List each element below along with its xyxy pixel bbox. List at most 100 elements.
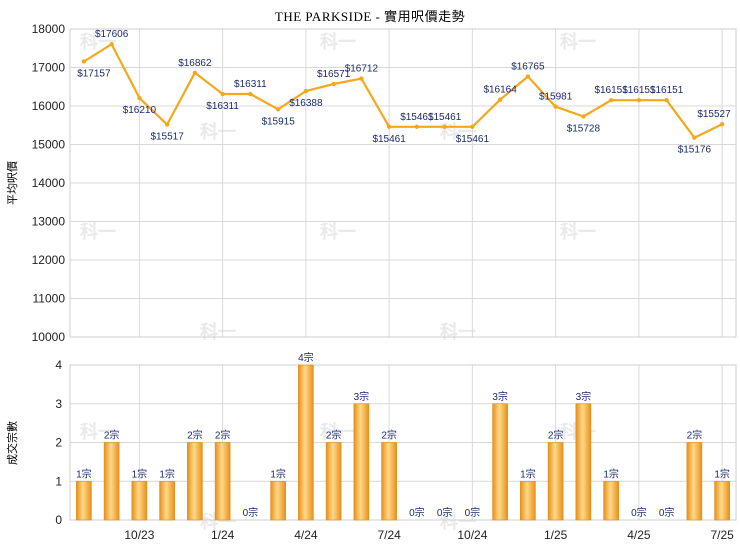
x-tick-label: 10/23 (124, 528, 154, 542)
price-data-label: $16311 (234, 79, 267, 90)
price-data-label: $16164 (483, 85, 517, 96)
volume-bar (603, 480, 619, 521)
price-data-label: $16388 (289, 98, 323, 109)
price-series-line (83, 43, 723, 139)
watermark-text: 科一 (560, 221, 596, 242)
volume-data-label: 1宗 (76, 467, 92, 480)
volume-bar (353, 403, 370, 521)
price-point (636, 97, 642, 103)
price-point (109, 41, 114, 47)
volume-data-label: 2宗 (548, 429, 564, 442)
volume-data-label: 3宗 (354, 390, 370, 403)
volume-bar (547, 442, 564, 521)
price-tick-label: 10000 (32, 330, 66, 344)
price-tick-label: 18000 (32, 22, 66, 36)
price-data-label: $17157 (77, 68, 111, 79)
price-point (497, 97, 503, 102)
volume-tick-label: 1 (55, 474, 62, 488)
volume-data-label: 2宗 (381, 429, 397, 442)
price-data-label: $16311 (206, 101, 239, 112)
volume-data-label: 3宗 (576, 390, 592, 403)
volume-data-label: 1宗 (159, 467, 175, 480)
price-data-label: $15461 (400, 112, 434, 123)
volume-bar (214, 442, 231, 521)
volume-bar (492, 403, 508, 521)
volume-data-label: 2宗 (687, 429, 703, 442)
price-point (359, 76, 364, 81)
volume-data-label: 0宗 (243, 506, 259, 519)
x-tick-label: 7/24 (377, 528, 401, 542)
volume-bar (159, 480, 175, 521)
volume-data-label: 2宗 (326, 429, 342, 442)
price-axis-label: 平均呎價 (5, 161, 19, 205)
watermark-text: 科一 (320, 221, 356, 242)
volume-tick-label: 0 (55, 513, 62, 527)
price-data-label: $15461 (428, 112, 462, 123)
volume-data-label: 0宗 (631, 506, 647, 519)
x-tick-label: 7/25 (710, 528, 734, 542)
volume-bar (686, 442, 703, 521)
price-point (414, 124, 420, 129)
price-tick-label: 17000 (32, 61, 66, 75)
volume-data-label: 2宗 (104, 429, 120, 442)
watermark-text: 科一 (320, 31, 356, 52)
volume-data-label: 2宗 (215, 429, 231, 442)
volume-data-label: 1宗 (714, 467, 730, 480)
price-point (525, 74, 531, 79)
price-point (137, 95, 142, 101)
volume-bar (187, 442, 203, 521)
volume-axis-label: 成交宗數 (5, 421, 19, 465)
volume-data-label: 0宗 (465, 506, 481, 519)
price-point (386, 124, 392, 129)
watermark-text: 科一 (80, 421, 116, 442)
price-point (692, 135, 697, 140)
price-data-label: $17606 (95, 29, 129, 40)
x-tick-label: 1/24 (211, 528, 235, 542)
price-data-label: $16862 (178, 58, 212, 69)
x-tick-label: 4/25 (627, 528, 651, 542)
watermark-text: 科一 (320, 421, 356, 442)
watermark-text: 科一 (80, 221, 116, 242)
price-point (220, 91, 225, 97)
volume-data-label: 0宗 (659, 506, 675, 519)
price-data-label: $16151 (622, 85, 656, 96)
price-tick-label: 14000 (32, 176, 66, 190)
volume-data-label: 1宗 (132, 467, 148, 480)
price-point (553, 104, 558, 109)
price-plot-frame (69, 28, 737, 338)
price-data-label: $15728 (567, 123, 601, 134)
volume-bar (270, 480, 286, 521)
volume-data-label: 1宗 (270, 467, 286, 480)
price-data-label: $15517 (150, 132, 184, 143)
price-data-label: $16712 (345, 64, 379, 75)
price-data-label: $15915 (261, 116, 295, 127)
price-point (248, 91, 253, 97)
price-tick-label: 16000 (32, 99, 66, 113)
volume-data-label: 1宗 (603, 467, 619, 480)
price-point (81, 59, 87, 64)
price-point (164, 122, 170, 127)
volume-bar (103, 442, 120, 521)
volume-bar (298, 364, 314, 521)
price-point (275, 107, 281, 112)
volume-data-label: 3宗 (492, 390, 508, 403)
price-tick-label: 15000 (32, 138, 66, 152)
price-data-label: $15981 (539, 92, 573, 103)
price-data-label: $16765 (511, 62, 545, 73)
watermark-text: 科一 (200, 321, 236, 342)
volume-tick-label: 2 (55, 436, 62, 450)
price-point (192, 70, 198, 76)
x-tick-label: 1/25 (544, 528, 568, 542)
volume-data-label: 2宗 (187, 429, 203, 442)
watermark-text: 科一 (200, 121, 236, 142)
price-data-label: $15527 (697, 109, 731, 120)
volume-data-label: 1宗 (520, 467, 536, 480)
watermark-text: 科一 (560, 31, 596, 52)
price-data-label: $16210 (123, 105, 157, 116)
volume-bar (131, 480, 148, 521)
price-point (719, 122, 725, 127)
price-point (664, 97, 669, 103)
volume-data-label: 0宗 (409, 506, 425, 519)
watermark-text: 科一 (440, 511, 476, 532)
